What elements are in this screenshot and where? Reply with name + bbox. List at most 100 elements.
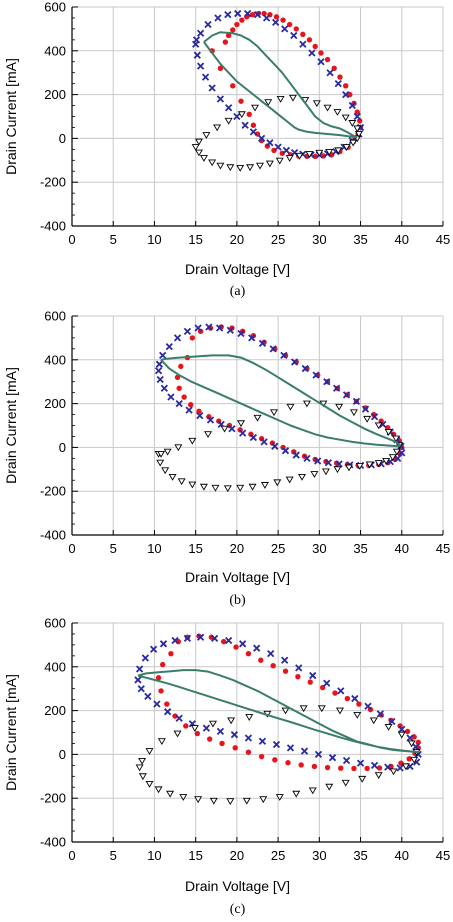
data-point-triangle bbox=[199, 483, 208, 491]
x-tick-label: 45 bbox=[436, 541, 450, 556]
data-point-triangle bbox=[264, 99, 273, 107]
data-point-triangle bbox=[325, 783, 334, 791]
data-point-triangle bbox=[265, 160, 274, 168]
x-tick-label: 0 bbox=[68, 232, 75, 247]
y-tick-label: -400 bbox=[40, 835, 66, 850]
data-point-triangle bbox=[191, 144, 200, 151]
y-tick-label: 200 bbox=[44, 396, 66, 411]
data-point-triangle bbox=[163, 448, 172, 456]
data-point-dot bbox=[220, 638, 227, 645]
data-point-dot bbox=[168, 650, 174, 657]
data-point-triangle bbox=[315, 149, 324, 157]
data-point-x bbox=[253, 11, 262, 19]
y-tick-label: 600 bbox=[44, 616, 66, 631]
data-point-triangle bbox=[194, 796, 203, 804]
data-point-triangle bbox=[382, 457, 391, 465]
data-point-x bbox=[204, 20, 212, 29]
data-point-dot bbox=[357, 118, 363, 124]
y-tick-label: -200 bbox=[40, 484, 66, 499]
data-point-x bbox=[396, 764, 404, 772]
data-point-x bbox=[196, 62, 205, 70]
data-point-x bbox=[324, 459, 333, 467]
data-point-x bbox=[175, 714, 183, 722]
data-point-triangle bbox=[157, 450, 166, 458]
data-point-x bbox=[326, 69, 334, 77]
y-axis-title: Drain Current [mA] bbox=[3, 58, 19, 175]
x-tick-label: 15 bbox=[188, 848, 202, 863]
data-point-triangle bbox=[407, 740, 416, 748]
chart-caption: (a) bbox=[230, 284, 246, 299]
data-point-dot bbox=[270, 663, 276, 669]
data-point-triangle bbox=[353, 125, 362, 133]
data-point-triangle bbox=[173, 730, 182, 738]
data-point-x bbox=[149, 645, 158, 653]
data-point-x bbox=[226, 326, 234, 334]
data-point-triangle bbox=[138, 757, 147, 765]
data-point-dot bbox=[225, 32, 232, 39]
data-point-dot bbox=[233, 644, 239, 650]
x-tick-label: 40 bbox=[395, 232, 409, 247]
data-point-x bbox=[309, 671, 317, 680]
data-point-triangle bbox=[166, 790, 175, 798]
data-point-triangle bbox=[410, 756, 419, 764]
data-point-x bbox=[134, 676, 142, 684]
data-point-dot bbox=[338, 765, 344, 771]
data-point-dot bbox=[280, 17, 286, 23]
y-tick-label: 600 bbox=[44, 0, 66, 15]
data-point-x bbox=[196, 412, 204, 420]
data-point-dot bbox=[354, 109, 360, 115]
data-point-dot bbox=[272, 757, 278, 763]
data-point-triangle bbox=[157, 738, 166, 746]
data-point-triangle bbox=[227, 717, 236, 725]
data-point-dot bbox=[230, 27, 236, 33]
data-point-x bbox=[295, 664, 303, 672]
x-tick-label: 0 bbox=[68, 541, 75, 556]
data-point-dot bbox=[337, 74, 343, 80]
data-point-dot bbox=[356, 701, 362, 707]
data-point-dot bbox=[279, 150, 285, 156]
x-tick-label: 30 bbox=[312, 848, 326, 863]
data-point-x bbox=[317, 58, 325, 66]
data-point-triangle bbox=[374, 422, 383, 430]
data-point-x bbox=[185, 406, 193, 414]
data-point-x bbox=[159, 351, 167, 360]
data-point-dot bbox=[232, 745, 238, 751]
data-point-triangle bbox=[345, 464, 353, 472]
data-point-dot bbox=[332, 690, 338, 696]
x-tick-label: 40 bbox=[395, 541, 409, 556]
data-point-triangle bbox=[341, 779, 350, 787]
data-point-x bbox=[281, 447, 290, 455]
data-point-triangle bbox=[216, 162, 225, 170]
data-point-x bbox=[303, 454, 311, 462]
x-tick-label: 35 bbox=[353, 541, 367, 556]
series-line bbox=[160, 354, 402, 448]
data-point-x bbox=[194, 324, 202, 332]
data-point-x bbox=[334, 80, 342, 88]
data-point-triangle bbox=[188, 481, 197, 489]
x-tick-label: 40 bbox=[395, 848, 409, 863]
data-point-x bbox=[173, 334, 182, 342]
data-point-x bbox=[225, 636, 233, 645]
data-point-dot bbox=[318, 50, 324, 56]
x-tick-label: 25 bbox=[271, 541, 285, 556]
data-point-dot bbox=[245, 749, 252, 755]
data-point-x bbox=[215, 324, 224, 332]
data-point-dot bbox=[245, 650, 252, 657]
data-point-triangle bbox=[374, 460, 383, 467]
data-point-triangle bbox=[374, 772, 383, 779]
data-point-x bbox=[244, 734, 253, 742]
data-point-x bbox=[233, 112, 241, 121]
data-point-x bbox=[224, 11, 232, 19]
data-point-x bbox=[183, 634, 192, 642]
y-tick-label: 600 bbox=[44, 309, 66, 324]
x-tick-label: 25 bbox=[271, 848, 285, 863]
data-point-x bbox=[167, 393, 175, 401]
data-point-x bbox=[388, 717, 396, 726]
x-tick-label: 25 bbox=[271, 232, 285, 247]
series-dot bbox=[155, 633, 421, 772]
data-point-triangle bbox=[305, 151, 314, 158]
series-line bbox=[203, 31, 358, 139]
data-point-triangle bbox=[211, 484, 220, 492]
data-point-triangle bbox=[365, 461, 374, 469]
